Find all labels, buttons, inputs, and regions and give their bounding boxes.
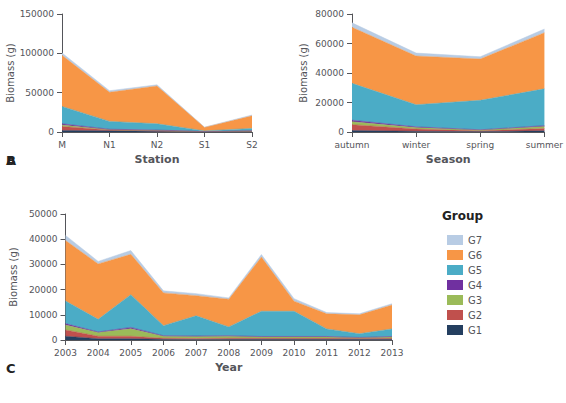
svg-text:C: C bbox=[6, 361, 16, 376]
svg-text:M: M bbox=[58, 140, 66, 150]
svg-text:20000: 20000 bbox=[29, 285, 58, 295]
svg-text:B: B bbox=[6, 153, 16, 168]
svg-text:2009: 2009 bbox=[250, 348, 273, 358]
svg-text:2006: 2006 bbox=[152, 348, 175, 358]
svg-text:2011: 2011 bbox=[315, 348, 338, 358]
svg-text:40000: 40000 bbox=[29, 234, 58, 244]
svg-text:2007: 2007 bbox=[185, 348, 208, 358]
svg-text:G4: G4 bbox=[468, 280, 482, 291]
svg-text:G1: G1 bbox=[468, 325, 482, 336]
svg-text:Station: Station bbox=[134, 153, 179, 166]
svg-text:S1: S1 bbox=[199, 140, 210, 150]
svg-text:50000: 50000 bbox=[29, 209, 58, 219]
svg-text:Biomass (g): Biomass (g) bbox=[298, 43, 309, 102]
svg-text:A: A bbox=[6, 153, 16, 168]
svg-text:2003: 2003 bbox=[54, 348, 77, 358]
svg-text:G5: G5 bbox=[468, 265, 482, 276]
svg-text:Biomass (g): Biomass (g) bbox=[8, 247, 19, 306]
svg-text:autumn: autumn bbox=[335, 140, 370, 150]
svg-text:N2: N2 bbox=[151, 140, 163, 150]
svg-text:S2: S2 bbox=[246, 140, 257, 150]
svg-text:0: 0 bbox=[338, 127, 344, 137]
svg-text:20000: 20000 bbox=[315, 98, 344, 108]
svg-text:80000: 80000 bbox=[315, 9, 344, 19]
svg-text:G2: G2 bbox=[468, 310, 482, 321]
svg-text:spring: spring bbox=[466, 140, 494, 150]
svg-text:Season: Season bbox=[426, 153, 471, 166]
svg-text:G7: G7 bbox=[468, 235, 482, 246]
svg-text:winter: winter bbox=[402, 140, 431, 150]
svg-text:40000: 40000 bbox=[315, 68, 344, 78]
svg-text:2004: 2004 bbox=[87, 348, 110, 358]
svg-text:G6: G6 bbox=[468, 250, 482, 261]
svg-text:G3: G3 bbox=[468, 295, 482, 306]
svg-text:10000: 10000 bbox=[29, 310, 58, 320]
svg-text:2012: 2012 bbox=[348, 348, 371, 358]
svg-text:0: 0 bbox=[52, 335, 58, 345]
svg-text:2013: 2013 bbox=[381, 348, 404, 358]
svg-text:Year: Year bbox=[214, 361, 243, 374]
svg-text:2010: 2010 bbox=[283, 348, 306, 358]
svg-text:Biomass (g): Biomass (g) bbox=[5, 43, 16, 102]
svg-text:2008: 2008 bbox=[217, 348, 240, 358]
svg-text:Group: Group bbox=[442, 209, 484, 223]
svg-text:60000: 60000 bbox=[315, 39, 344, 49]
svg-text:2005: 2005 bbox=[119, 348, 142, 358]
svg-text:150000: 150000 bbox=[20, 9, 55, 19]
svg-text:N1: N1 bbox=[103, 140, 115, 150]
svg-text:summer: summer bbox=[526, 140, 563, 150]
svg-text:100000: 100000 bbox=[20, 48, 55, 58]
svg-text:0: 0 bbox=[48, 127, 54, 137]
svg-text:30000: 30000 bbox=[29, 259, 58, 269]
svg-text:50000: 50000 bbox=[25, 88, 54, 98]
